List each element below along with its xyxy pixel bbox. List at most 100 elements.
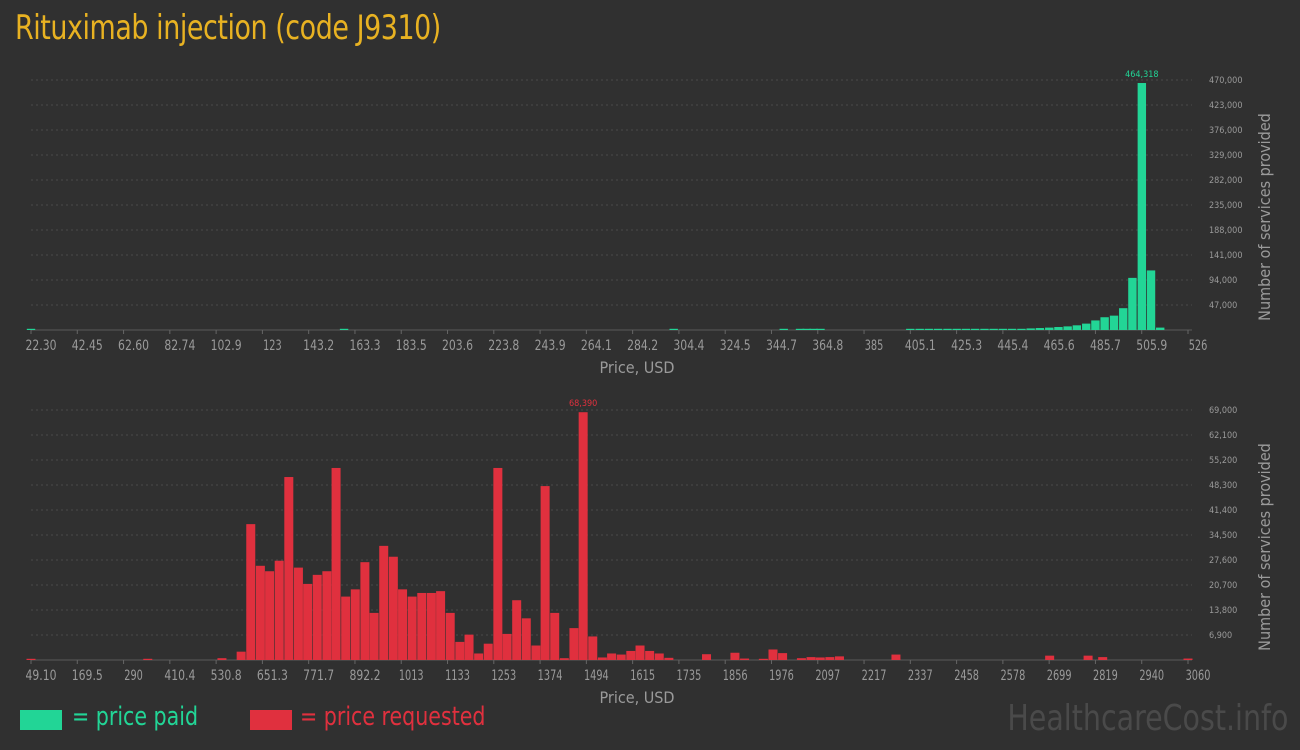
x-tick-label: 410.4 <box>164 668 195 684</box>
y-tick-label: 20,700 <box>1209 581 1237 591</box>
histogram-bar <box>417 592 427 660</box>
y-tick-label: 376,000 <box>1209 126 1242 136</box>
histogram-bar <box>143 658 153 660</box>
legend-swatch-requested <box>250 710 292 730</box>
x-tick-label: 42.45 <box>72 338 103 354</box>
y-axis-label: Number of services provided <box>1255 443 1274 651</box>
page-title: Rituximab injection (code J9310) <box>15 8 441 48</box>
histogram-bar <box>607 653 617 660</box>
histogram-bar <box>778 653 788 660</box>
histogram-bar <box>1072 325 1082 330</box>
histogram-bar <box>455 641 465 660</box>
histogram-bar <box>1098 657 1108 660</box>
histogram-bar <box>578 412 588 660</box>
x-tick-label: 2819 <box>1093 668 1118 684</box>
legend-label-paid: = price paid <box>72 702 199 732</box>
x-tick-label: 304.4 <box>673 338 704 354</box>
histogram-bar <box>1054 327 1063 330</box>
histogram-bar <box>834 656 844 660</box>
histogram-bar <box>1017 328 1026 330</box>
histogram-bar <box>768 649 778 660</box>
histogram-bar <box>265 571 275 660</box>
histogram-bar <box>779 328 788 330</box>
histogram-bar <box>815 657 825 660</box>
x-tick-label: 183.5 <box>396 338 427 354</box>
histogram-bar <box>360 562 370 660</box>
histogram-bar <box>806 657 816 660</box>
x-tick-label: 2097 <box>815 668 840 684</box>
x-tick-label: 264.1 <box>581 338 612 354</box>
histogram-bar <box>339 328 349 330</box>
histogram-bar <box>236 651 246 660</box>
histogram-bar <box>540 486 550 660</box>
histogram-bar <box>322 571 332 660</box>
histogram-bar <box>426 592 436 660</box>
histogram-bar <box>802 328 811 330</box>
histogram-bar <box>550 612 560 660</box>
x-tick-label: 22.30 <box>26 338 57 354</box>
histogram-bar <box>1026 328 1035 330</box>
histogram-bar <box>1100 317 1109 330</box>
histogram-bar <box>569 628 579 660</box>
histogram-bar <box>521 618 531 660</box>
x-tick-label: 82.74 <box>164 338 195 354</box>
histogram-bar <box>303 583 313 660</box>
histogram-bar <box>809 328 818 330</box>
histogram-bar <box>616 654 626 660</box>
histogram-bar <box>915 328 924 330</box>
x-tick-label: 203.6 <box>442 338 473 354</box>
histogram-bar <box>998 328 1008 330</box>
histogram-bar <box>635 645 645 660</box>
histogram-bar <box>924 328 934 330</box>
histogram-bar <box>398 589 408 660</box>
y-tick-label: 282,000 <box>1209 176 1242 186</box>
x-tick-label: 526 <box>1189 338 1208 354</box>
histogram-bar <box>933 328 943 330</box>
x-tick-label: 243.9 <box>535 338 566 354</box>
histogram-bar <box>217 658 227 660</box>
x-tick-label: 2337 <box>908 668 933 684</box>
histogram-bar <box>796 658 806 660</box>
x-tick-label: 1856 <box>723 668 748 684</box>
histogram-bar <box>740 658 750 660</box>
y-tick-label: 235,000 <box>1209 201 1242 211</box>
histogram-bar <box>1035 328 1045 330</box>
histogram-bar <box>645 650 655 660</box>
histogram-bar <box>255 565 265 660</box>
x-tick-label: 1976 <box>769 668 794 684</box>
histogram-bar <box>980 328 989 330</box>
x-tick-label: 223.8 <box>488 338 519 354</box>
x-tick-label: 163.3 <box>349 338 380 354</box>
y-tick-label: 141,000 <box>1209 251 1242 261</box>
y-tick-label: 27,600 <box>1209 556 1237 566</box>
histogram-bar <box>274 560 284 660</box>
x-tick-label: 344.7 <box>766 338 797 354</box>
x-tick-label: 385 <box>865 338 884 354</box>
x-tick-label: 892.2 <box>349 668 380 684</box>
y-tick-label: 41,400 <box>1209 506 1237 516</box>
histogram-bar <box>493 467 503 660</box>
x-tick-label: 49.10 <box>26 668 57 684</box>
y-tick-label: 470,000 <box>1209 76 1242 86</box>
peak-data-label: 464,318 <box>1125 70 1158 80</box>
x-tick-label: 405.1 <box>905 338 936 354</box>
histogram-bar <box>293 567 303 660</box>
x-tick-label: 1735 <box>677 668 702 684</box>
x-tick-label: 2940 <box>1139 668 1164 684</box>
histogram-bar <box>407 596 417 660</box>
histogram-bar <box>1007 328 1017 330</box>
y-tick-label: 6,900 <box>1209 631 1232 641</box>
histogram-bar <box>512 600 522 660</box>
histogram-bar <box>1063 326 1072 330</box>
x-tick-label: 2578 <box>1000 668 1025 684</box>
histogram-bar <box>1109 315 1119 330</box>
x-tick-label: 651.3 <box>257 668 288 684</box>
x-tick-label: 771.7 <box>303 668 334 684</box>
histogram-bar <box>1128 277 1137 330</box>
histogram-bar <box>1083 655 1093 660</box>
histogram-bar <box>502 633 512 660</box>
x-tick-label: 364.8 <box>812 338 843 354</box>
x-axis-label: Price, USD <box>600 688 675 707</box>
histogram-bar <box>970 328 980 330</box>
